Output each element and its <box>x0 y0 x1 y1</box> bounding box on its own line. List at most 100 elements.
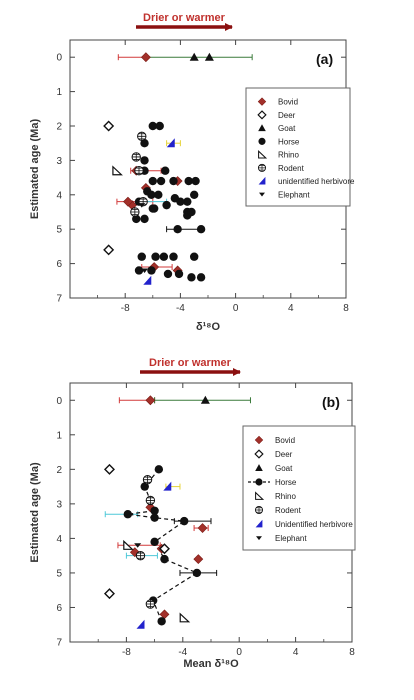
goat-point <box>189 52 199 61</box>
chart-panel-b: Drier or warmer -8 -4 0 4 8 0 1 2 3 4 5 6 7 Mean δ¹⁸O E… <box>29 357 356 670</box>
y-tick-label: 1 <box>56 87 62 98</box>
horse-point <box>150 513 159 522</box>
legend-label-goat: Goat <box>275 464 293 473</box>
horse-point <box>159 252 169 261</box>
x-tick-label: 0 <box>233 303 239 314</box>
x-tick-label: 4 <box>288 303 294 314</box>
legend-label-bovid: Bovid <box>275 436 295 445</box>
legend-box <box>245 87 351 207</box>
legend-label-rhino: Rhino <box>278 151 299 160</box>
legend-label-unidentified-herbivore: Unidentified herbivore <box>275 520 353 529</box>
chart-panel-a: Drier or warmer -8 -4 0 4 8 0 1 2 3 4 5 6 7 δ¹⁸O Estima… <box>29 12 355 333</box>
rodent-point <box>145 495 156 506</box>
legend-label-horse: Horse <box>278 137 300 146</box>
drier-warmer-label: Drier or warmer <box>143 12 226 24</box>
panel-label: (b) <box>322 394 340 410</box>
goat-point <box>204 52 214 61</box>
legend-marker-rhino <box>258 150 268 159</box>
x-tick-label: -8 <box>121 303 130 314</box>
x-axis-label: δ¹⁸O <box>196 321 221 333</box>
horse-point <box>148 121 157 131</box>
horse-point <box>156 176 166 186</box>
y-tick-label: 4 <box>56 534 62 545</box>
deer-point <box>103 244 115 256</box>
y-tick-label: 3 <box>56 156 62 167</box>
legend-label-goat: Goat <box>278 124 296 133</box>
horse-point <box>140 156 149 165</box>
unidentified-herbivore-point <box>143 275 152 285</box>
rhino-point <box>112 165 123 176</box>
legend-label-deer: Deer <box>275 450 293 459</box>
legend-marker-horse <box>258 137 266 145</box>
elephant-point <box>138 203 146 208</box>
horse-point <box>187 207 196 217</box>
horse-point <box>140 482 149 491</box>
y-tick-label: 5 <box>56 225 62 236</box>
rhino-point <box>179 612 191 623</box>
legend-label-rodent: Rodent <box>278 164 305 173</box>
elephant-point <box>134 543 142 548</box>
horse-point <box>140 139 149 148</box>
unidentified-herbivore-point <box>163 481 172 491</box>
horse-point <box>190 252 199 261</box>
rodent-point <box>142 474 153 485</box>
unidentified-herbivore-point <box>166 138 175 148</box>
goat-point <box>200 395 210 404</box>
y-tick-label: 7 <box>56 294 62 305</box>
y-tick-label: 7 <box>56 638 62 649</box>
legend-label-rhino: Rhino <box>275 492 296 501</box>
rhino-point <box>123 539 134 550</box>
rodent-point <box>137 131 147 142</box>
legend-marker-elephant <box>259 192 265 197</box>
horse-trend-line <box>127 468 199 622</box>
horse-point <box>190 190 199 199</box>
legend-marker-bovid <box>257 97 267 106</box>
horse-point <box>196 273 206 282</box>
horse-point <box>169 176 178 186</box>
deer-point <box>158 543 170 555</box>
horse-point <box>161 166 170 175</box>
x-tick-label: -4 <box>178 647 187 658</box>
horse-point <box>155 121 164 131</box>
elephant-point <box>141 268 149 273</box>
x-tick-label: -8 <box>122 647 131 658</box>
legend-marker-horse <box>255 478 263 486</box>
legend-label-elephant: Elephant <box>275 534 307 543</box>
x-tick-label: -4 <box>176 303 185 314</box>
horse-point <box>151 252 160 261</box>
rodent-point <box>145 599 156 609</box>
x-axis-label: Mean δ¹⁸O <box>183 658 239 670</box>
legend-box <box>242 425 356 551</box>
panel-label: (a) <box>316 51 333 67</box>
rodent-point <box>134 166 144 176</box>
deer-point <box>103 588 115 600</box>
horse-point <box>154 190 163 199</box>
legend-marker-deer <box>257 110 267 120</box>
horse-point <box>147 266 156 275</box>
legend-marker-bovid <box>254 435 264 445</box>
y-tick-label: 2 <box>56 122 62 133</box>
legend-label-elephant: Elephant <box>278 190 310 199</box>
horse-point <box>150 506 159 515</box>
horse-point <box>191 176 200 186</box>
x-tick-label: 4 <box>293 647 299 658</box>
y-tick-label: 3 <box>56 499 62 510</box>
horse-point <box>150 537 159 547</box>
rodent-point <box>131 152 141 162</box>
y-tick-label: 0 <box>56 396 62 407</box>
horse-point <box>162 200 171 210</box>
y-tick-label: 6 <box>56 603 62 614</box>
y-tick-label: 2 <box>56 465 62 476</box>
deer-point <box>103 120 115 132</box>
unidentified-herbivore-point <box>136 619 145 629</box>
legend-marker-rodent <box>255 506 263 514</box>
legend-marker-goat <box>255 464 263 471</box>
rodent-point <box>135 550 146 561</box>
horse-point <box>160 554 169 564</box>
bovid-point <box>145 395 156 406</box>
bovid-point <box>140 52 151 63</box>
horse-point <box>196 225 206 234</box>
horse-point <box>169 252 178 261</box>
legend-label-deer: Deer <box>278 111 296 120</box>
horse-point <box>137 252 146 261</box>
